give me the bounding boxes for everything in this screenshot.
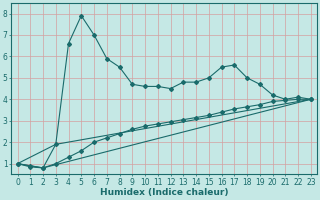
X-axis label: Humidex (Indice chaleur): Humidex (Indice chaleur): [100, 188, 228, 197]
